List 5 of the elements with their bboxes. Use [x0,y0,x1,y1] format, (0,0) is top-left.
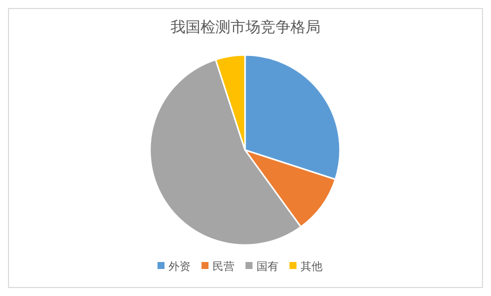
chart-title: 我国检测市场竞争格局 [170,18,320,36]
legend-label: 国有 [256,260,278,273]
legend-label: 民营 [212,260,234,273]
legend-label: 其他 [300,260,322,273]
legend-label: 外资 [168,260,190,273]
